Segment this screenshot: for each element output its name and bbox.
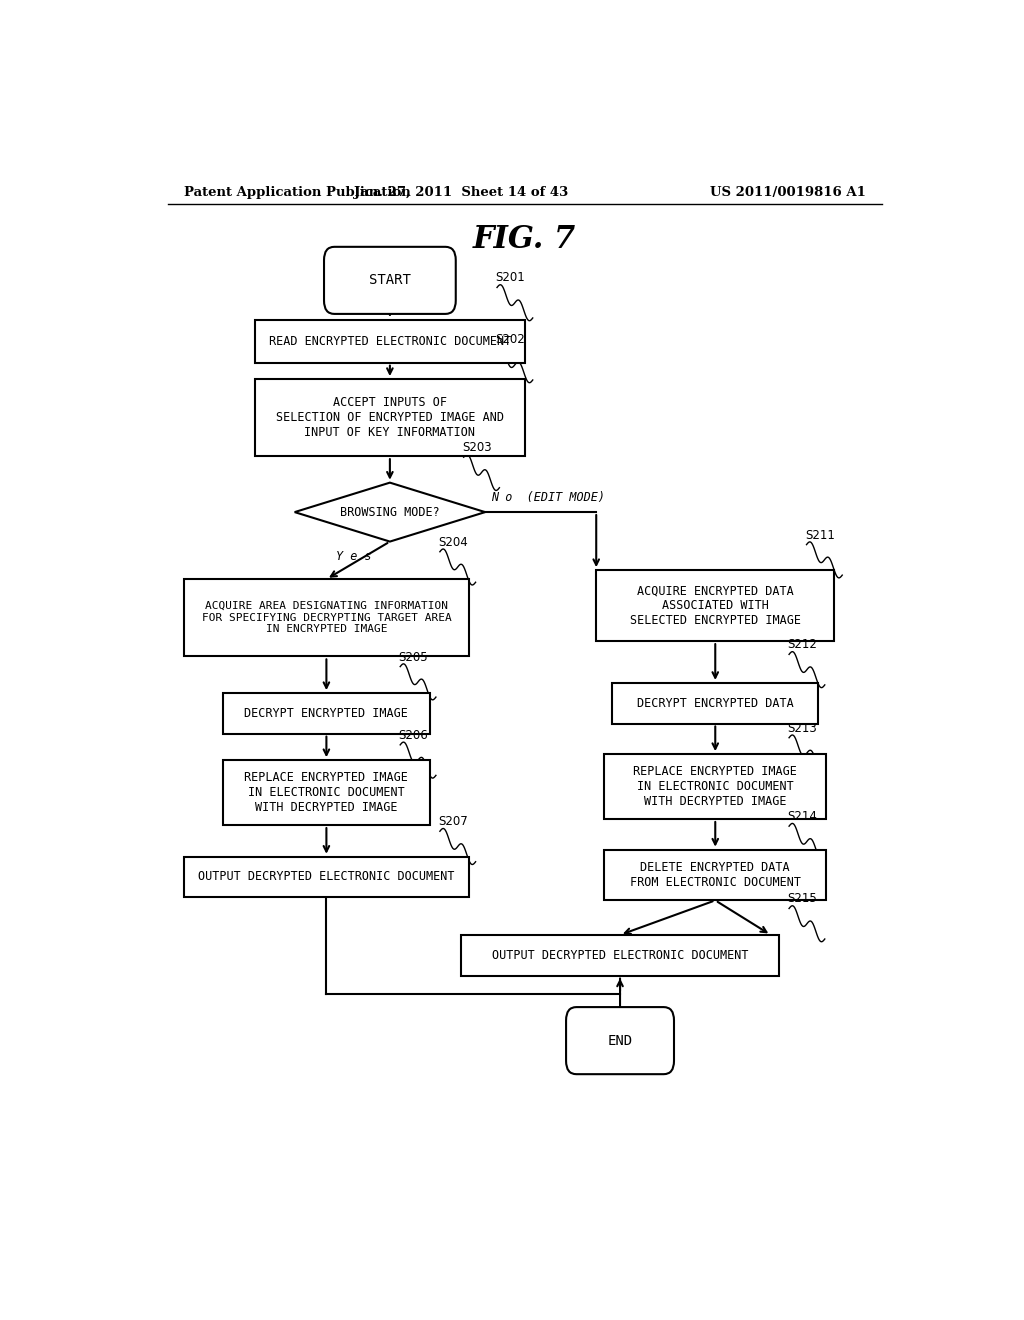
Bar — [612, 682, 818, 723]
Bar — [596, 570, 835, 642]
Text: Patent Application Publication: Patent Application Publication — [183, 186, 411, 199]
Text: ACCEPT INPUTS OF
SELECTION OF ENCRYPTED IMAGE AND
INPUT OF KEY INFORMATION: ACCEPT INPUTS OF SELECTION OF ENCRYPTED … — [275, 396, 504, 440]
Text: US 2011/0019816 A1: US 2011/0019816 A1 — [711, 186, 866, 199]
Text: OUTPUT DECRYPTED ELECTRONIC DOCUMENT: OUTPUT DECRYPTED ELECTRONIC DOCUMENT — [199, 870, 455, 883]
Text: REPLACE ENCRYPTED IMAGE
IN ELECTRONIC DOCUMENT
WITH DECRYPTED IMAGE: REPLACE ENCRYPTED IMAGE IN ELECTRONIC DO… — [245, 771, 409, 814]
Text: FIG. 7: FIG. 7 — [473, 224, 577, 255]
Text: READ ENCRYPTED ELECTRONIC DOCUMENT: READ ENCRYPTED ELECTRONIC DOCUMENT — [268, 335, 511, 348]
FancyBboxPatch shape — [324, 247, 456, 314]
Text: S214: S214 — [787, 810, 817, 824]
Text: BROWSING MODE?: BROWSING MODE? — [340, 506, 439, 519]
Text: S205: S205 — [398, 651, 428, 664]
Text: Y e s: Y e s — [336, 549, 372, 562]
Text: S213: S213 — [787, 722, 817, 735]
Text: S207: S207 — [438, 816, 468, 828]
Bar — [604, 850, 826, 900]
Text: S203: S203 — [462, 441, 492, 454]
Text: S212: S212 — [787, 639, 817, 651]
Text: S211: S211 — [805, 528, 835, 541]
Text: ACQUIRE ENCRYPTED DATA
ASSOCIATED WITH
SELECTED ENCRYPTED IMAGE: ACQUIRE ENCRYPTED DATA ASSOCIATED WITH S… — [630, 585, 801, 627]
Text: Jan. 27, 2011  Sheet 14 of 43: Jan. 27, 2011 Sheet 14 of 43 — [354, 186, 568, 199]
Bar — [255, 319, 524, 363]
Text: DECRYPT ENCRYPTED DATA: DECRYPT ENCRYPTED DATA — [637, 697, 794, 710]
Bar — [255, 379, 524, 457]
Text: DECRYPT ENCRYPTED IMAGE: DECRYPT ENCRYPTED IMAGE — [245, 706, 409, 719]
Text: DELETE ENCRYPTED DATA
FROM ELECTRONIC DOCUMENT: DELETE ENCRYPTED DATA FROM ELECTRONIC DO… — [630, 861, 801, 888]
Bar — [223, 693, 430, 734]
Bar — [183, 857, 469, 898]
Text: S204: S204 — [438, 536, 468, 549]
Polygon shape — [295, 483, 485, 541]
Text: REPLACE ENCRYPTED IMAGE
IN ELECTRONIC DOCUMENT
WITH DECRYPTED IMAGE: REPLACE ENCRYPTED IMAGE IN ELECTRONIC DO… — [633, 766, 798, 808]
Bar — [223, 760, 430, 825]
Text: N o  (EDIT MODE): N o (EDIT MODE) — [492, 491, 605, 504]
Bar — [183, 579, 469, 656]
Text: END: END — [607, 1034, 633, 1048]
Text: S215: S215 — [787, 892, 817, 906]
FancyBboxPatch shape — [566, 1007, 674, 1074]
Text: S202: S202 — [496, 334, 525, 346]
Text: S201: S201 — [496, 272, 525, 284]
Bar — [604, 754, 826, 818]
Text: S206: S206 — [398, 729, 428, 742]
Text: ACQUIRE AREA DESIGNATING INFORMATION
FOR SPECIFYING DECRYPTING TARGET AREA
IN EN: ACQUIRE AREA DESIGNATING INFORMATION FOR… — [202, 601, 452, 635]
Text: START: START — [369, 273, 411, 288]
Bar — [461, 935, 779, 975]
Text: OUTPUT DECRYPTED ELECTRONIC DOCUMENT: OUTPUT DECRYPTED ELECTRONIC DOCUMENT — [492, 949, 749, 962]
